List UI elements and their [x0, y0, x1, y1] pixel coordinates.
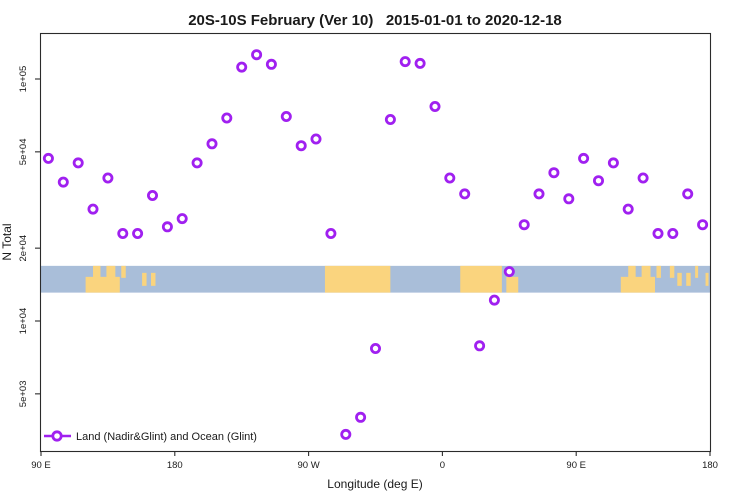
data-point — [221, 112, 233, 124]
x-axis: 90 E 180 90 W 0 90 E 180 — [31, 451, 718, 471]
data-point — [132, 227, 144, 239]
y-tick-label: 1e+04 — [18, 308, 29, 335]
data-point — [533, 188, 545, 200]
data-point — [607, 157, 619, 169]
legend-marker-icon — [51, 430, 63, 442]
data-point — [117, 227, 129, 239]
land-patch — [121, 265, 126, 278]
legend: Land (Nadir&Glint) and Ocean (Glint) — [44, 430, 257, 443]
y-tick-label: 2e+04 — [18, 235, 29, 262]
y-tick-label: 5e+03 — [18, 381, 29, 408]
data-point — [399, 56, 411, 68]
land-patch — [677, 272, 682, 286]
data-point — [578, 152, 590, 164]
data-point — [72, 157, 84, 169]
data-point — [384, 114, 396, 126]
data-point — [459, 188, 471, 200]
land-patch — [695, 265, 699, 278]
land-patch — [669, 265, 675, 278]
y-tick-label: 5e+04 — [18, 139, 29, 166]
data-point — [176, 213, 188, 225]
land-patch — [106, 265, 116, 278]
land-patch — [506, 276, 519, 293]
data-point — [42, 152, 54, 164]
data-point — [191, 157, 203, 169]
y-axis: 1e+05 5e+04 2e+04 1e+04 5e+03 — [18, 66, 40, 408]
data-point — [265, 58, 277, 70]
plot-area-border — [39, 32, 712, 453]
land-ocean-strip — [41, 265, 710, 293]
data-point — [161, 221, 173, 233]
data-point — [325, 227, 337, 239]
land-patch — [85, 276, 120, 293]
land-patch — [686, 272, 691, 286]
data-point — [637, 172, 649, 184]
data-point — [563, 193, 575, 205]
x-tick-label: 180 — [167, 460, 183, 471]
land-patch — [142, 272, 147, 286]
land-patch — [620, 276, 655, 293]
data-point — [310, 133, 322, 145]
y-tick-label: 1e+05 — [18, 66, 29, 93]
data-point — [518, 219, 530, 231]
data-point — [355, 411, 367, 423]
data-point — [503, 266, 515, 278]
data-point — [280, 111, 292, 123]
data-point — [682, 188, 694, 200]
data-point — [667, 227, 679, 239]
chart-title: 20S-10S February (Ver 10) 2015-01-01 to … — [188, 12, 562, 29]
data-point — [369, 342, 381, 354]
land-patch — [641, 265, 651, 278]
data-point — [146, 189, 158, 201]
data-point — [444, 172, 456, 184]
data-point — [488, 294, 500, 306]
data-point — [102, 172, 114, 184]
land-patch — [628, 265, 636, 278]
y-axis-title: N Total — [0, 223, 14, 260]
x-tick-label: 0 — [440, 460, 445, 471]
land-patch — [93, 265, 101, 278]
data-point — [236, 61, 248, 73]
data-point — [697, 219, 709, 231]
data-point — [474, 340, 486, 352]
data-point — [251, 49, 263, 61]
x-axis-title: Longitude (deg E) — [327, 477, 422, 491]
legend-label: Land (Nadir&Glint) and Ocean (Glint) — [76, 431, 257, 443]
x-tick-label: 180 — [702, 460, 718, 471]
data-point — [206, 138, 218, 150]
land-patch — [151, 272, 156, 286]
data-point — [622, 203, 634, 215]
land-patch — [324, 265, 391, 293]
x-tick-label: 90 W — [298, 460, 320, 471]
data-point — [652, 227, 664, 239]
land-patch — [460, 265, 502, 293]
data-point — [429, 101, 441, 113]
data-points — [42, 49, 709, 440]
data-point — [593, 175, 605, 187]
data-point — [57, 176, 69, 188]
land-patch — [656, 265, 661, 278]
data-point — [340, 428, 352, 440]
data-point — [414, 57, 426, 69]
land-patch — [705, 272, 709, 286]
x-tick-label: 90 E — [566, 460, 586, 471]
data-point — [295, 140, 307, 152]
data-point — [548, 167, 560, 179]
data-point — [87, 203, 99, 215]
x-tick-label: 90 E — [31, 460, 51, 471]
